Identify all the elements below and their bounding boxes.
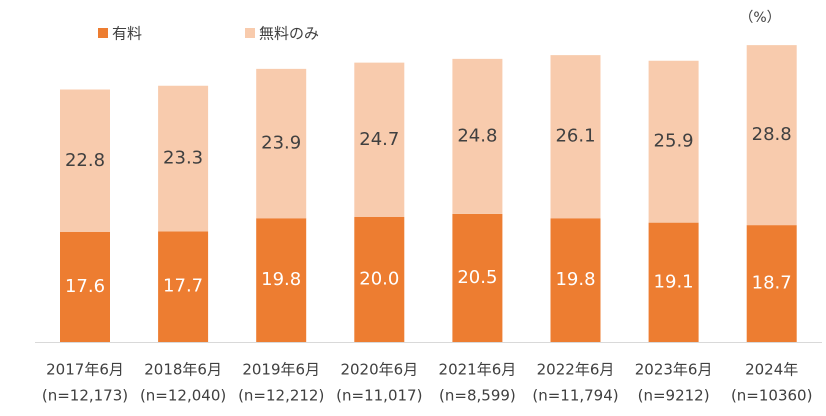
- bar-segment: [452, 58, 503, 214]
- data-label: 19.1: [654, 271, 694, 292]
- bar-segment: [452, 213, 503, 342]
- data-label: 17.6: [65, 276, 105, 297]
- legend-label: 有料: [112, 25, 142, 43]
- bar-segment: [60, 232, 110, 342]
- data-label: 24.7: [359, 129, 399, 150]
- bar-segment: [648, 60, 699, 223]
- sample-size-label: (n=8,599): [439, 387, 516, 405]
- sample-size-label: (n=10360): [731, 387, 813, 405]
- bar-segment: [158, 231, 209, 342]
- data-label: 24.8: [457, 125, 497, 146]
- data-label: 17.7: [163, 276, 203, 297]
- x-tick-label: 2020年6月: [340, 361, 418, 379]
- x-tick-label: 2024年: [745, 361, 798, 379]
- sample-size-label: (n=11,017): [336, 387, 422, 405]
- x-tick-label: 2023年6月: [635, 361, 713, 379]
- data-label: 23.9: [261, 133, 301, 154]
- data-label: 20.5: [457, 267, 497, 288]
- sample-size-label: (n=11,794): [532, 387, 618, 405]
- x-tick-label: 2021年6月: [439, 361, 517, 379]
- bar-segment: [60, 89, 110, 232]
- sample-size-label: (n=12,173): [42, 387, 128, 405]
- bar-segment: [354, 62, 405, 217]
- x-tick-label: 2017年6月: [46, 361, 124, 379]
- data-label: 20.0: [359, 269, 399, 290]
- legend-swatch: [245, 28, 255, 38]
- data-label: 22.8: [65, 150, 105, 171]
- bar-segment: [746, 45, 797, 226]
- bar-segment: [354, 217, 405, 342]
- bar-segment: [550, 218, 601, 342]
- bar-segment: [746, 225, 797, 342]
- bar-segment: [550, 55, 601, 219]
- x-tick-label: 2022年6月: [537, 361, 615, 379]
- data-label: 26.1: [555, 126, 595, 147]
- sample-size-label: (n=12,212): [238, 387, 324, 405]
- data-label: 23.3: [163, 148, 203, 169]
- x-tick-label: 2019年6月: [242, 361, 320, 379]
- bar-segment: [158, 85, 209, 232]
- bar-segment: [648, 222, 699, 342]
- legend-label: 無料のみ: [259, 25, 319, 43]
- data-label: 28.8: [752, 124, 792, 145]
- data-label: 19.8: [261, 269, 301, 290]
- legend-swatch: [98, 28, 108, 38]
- x-tick-label: 2018年6月: [144, 361, 222, 379]
- bar-segment: [256, 218, 307, 342]
- sample-size-label: (n=9212): [638, 387, 710, 405]
- sample-size-label: (n=12,040): [140, 387, 226, 405]
- bar-segment: [256, 68, 307, 219]
- data-label: 19.8: [555, 269, 595, 290]
- data-label: 18.7: [752, 273, 792, 294]
- data-label: 25.9: [654, 131, 694, 152]
- unit-label: （%）: [739, 10, 780, 26]
